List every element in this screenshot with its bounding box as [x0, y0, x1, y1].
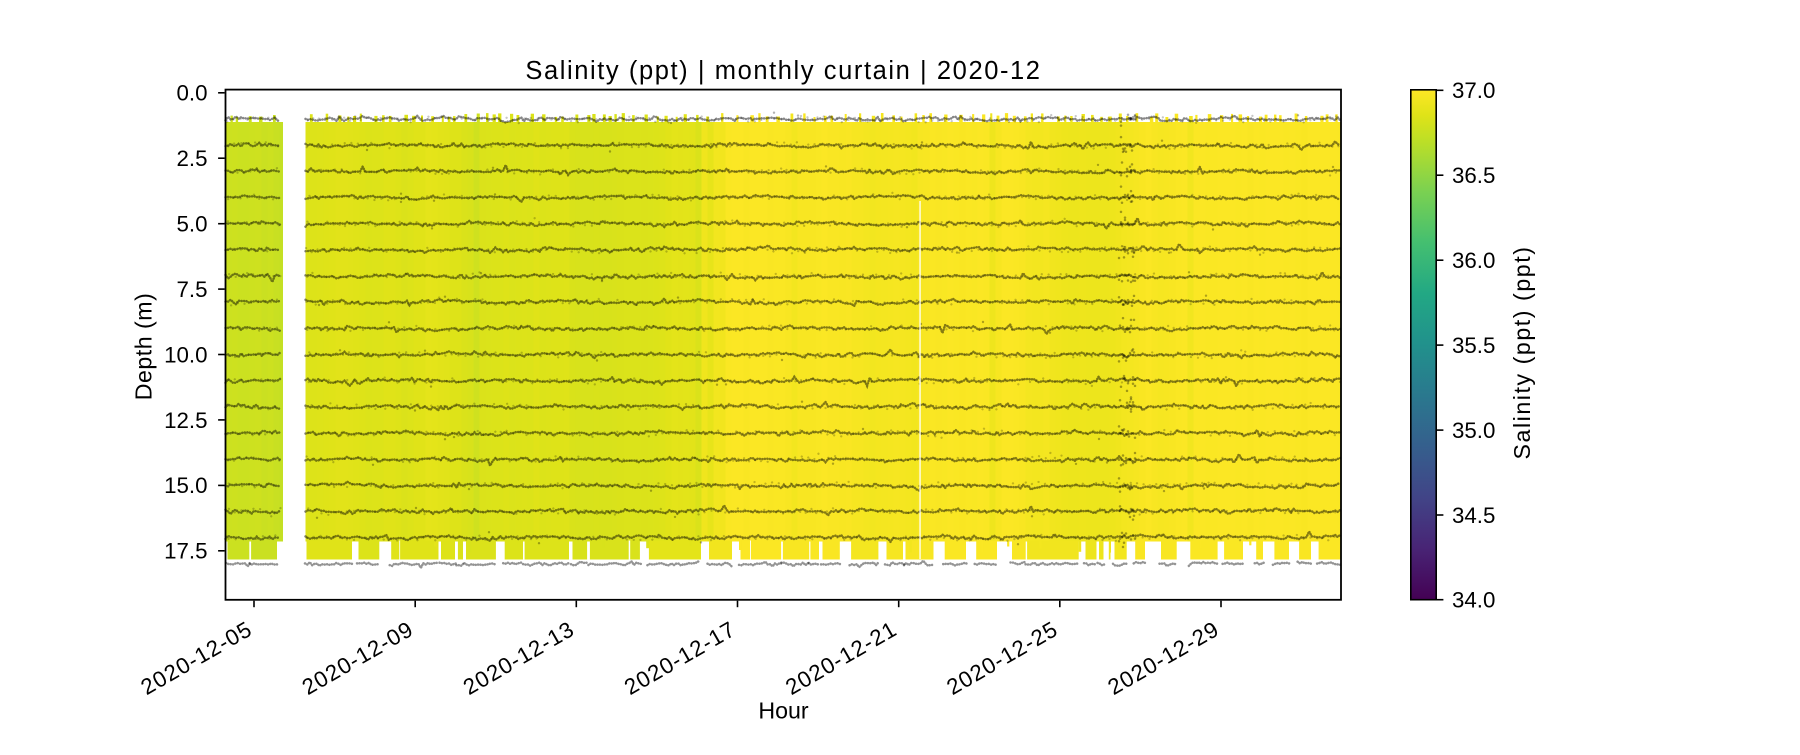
svg-text:36.0: 36.0 [1452, 248, 1495, 273]
svg-text:37.0: 37.0 [1452, 78, 1495, 103]
svg-text:34.0: 34.0 [1452, 588, 1495, 613]
svg-text:Salinity (ppt) (ppt): Salinity (ppt) (ppt) [1509, 246, 1535, 460]
svg-text:35.0: 35.0 [1452, 418, 1495, 443]
svg-text:36.5: 36.5 [1452, 163, 1495, 188]
svg-text:5.0: 5.0 [177, 212, 208, 237]
svg-text:10.0: 10.0 [164, 342, 207, 367]
svg-text:Salinity (ppt) | monthly curta: Salinity (ppt) | monthly curtain | 2020-… [525, 57, 1041, 85]
svg-text:7.5: 7.5 [177, 277, 208, 302]
svg-text:35.5: 35.5 [1452, 333, 1495, 358]
svg-text:12.5: 12.5 [164, 408, 207, 433]
svg-text:Depth (m): Depth (m) [131, 293, 157, 401]
svg-text:34.5: 34.5 [1452, 503, 1495, 528]
svg-text:Hour: Hour [758, 697, 809, 723]
svg-text:17.5: 17.5 [164, 539, 207, 564]
svg-text:0.0: 0.0 [177, 81, 208, 106]
svg-text:2.5: 2.5 [177, 146, 208, 171]
svg-text:15.0: 15.0 [164, 473, 207, 498]
